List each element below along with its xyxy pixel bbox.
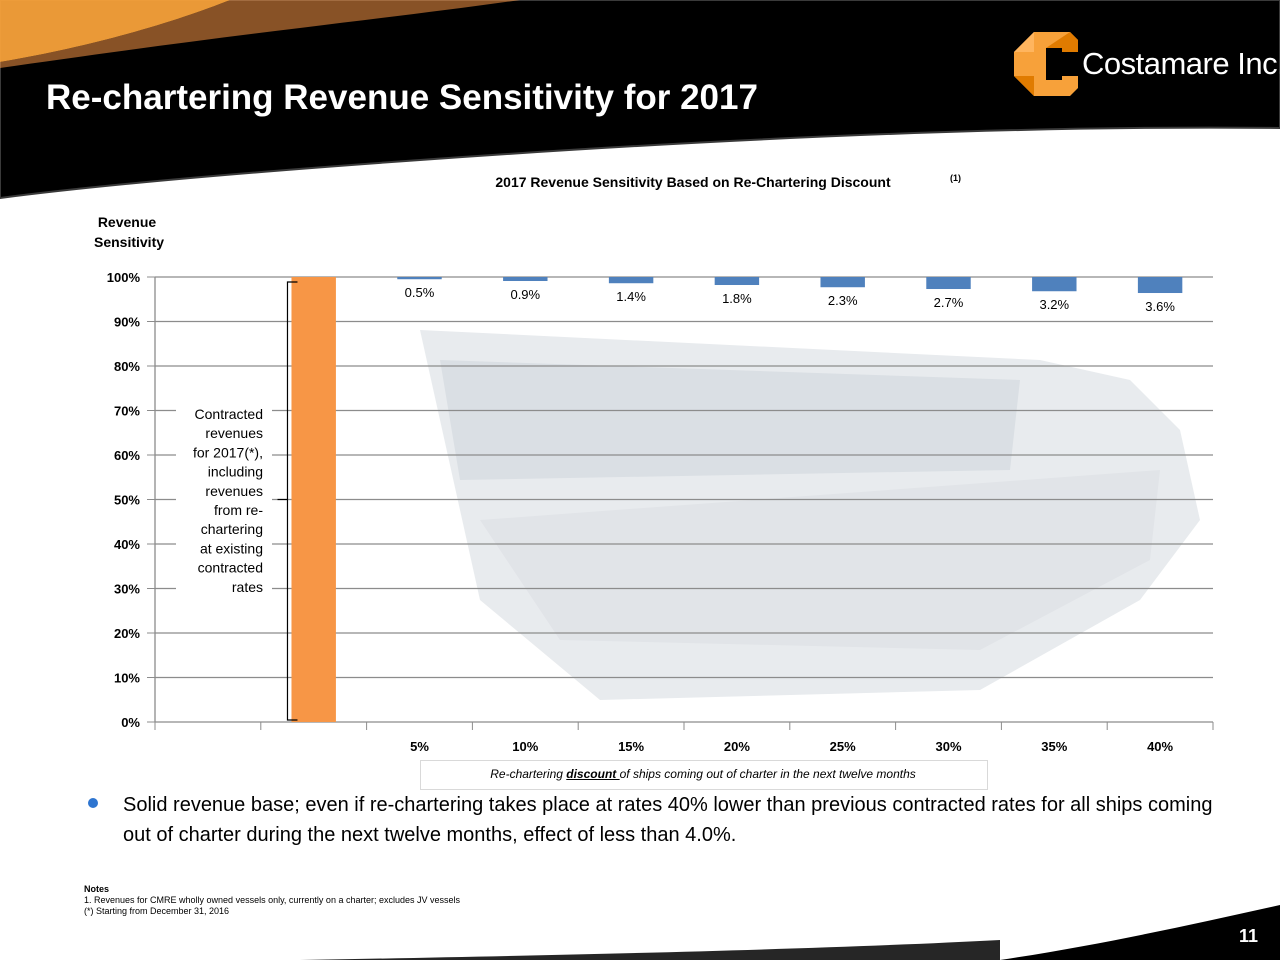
sensitivity-bar [397,277,442,280]
sensitivity-bar [714,277,760,286]
contracted-label-line: contracted [198,560,263,576]
y-tick-label: 20% [114,626,140,641]
sensitivity-bar [926,277,971,290]
contracted-label-line: rates [232,579,263,595]
bar-data-label: 3.6% [1145,299,1175,314]
x-axis-label-emphasis: discount [566,767,620,781]
y-axis-label-line-2: Sensitivity [94,234,164,250]
sensitivity-bar [1137,277,1183,294]
x-tick-label: 10% [512,739,538,754]
x-tick-label: 40% [1147,739,1173,754]
bar-data-label: 2.7% [934,295,964,310]
bar-data-label: 1.8% [722,291,752,306]
x-tick-label: 15% [618,739,644,754]
x-tick-label: 25% [830,739,856,754]
x-axis-label-box [420,760,988,790]
sensitivity-bar [608,277,654,284]
y-tick-label: 90% [114,315,140,330]
logo-icon [1014,32,1078,96]
y-tick-label: 10% [114,671,140,686]
x-tick-label: 30% [935,739,961,754]
logo-wordmark: Costamare Inc. [1082,46,1280,81]
notes-heading: Notes [84,884,110,894]
bullet-icon [88,798,98,808]
note-line-2: (*) Starting from December 31, 2016 [84,906,230,916]
bar-data-label: 0.9% [510,287,540,302]
y-tick-label: 100% [107,270,141,285]
contracted-label-line: from re- [214,502,263,518]
sensitivity-bar [1032,277,1077,292]
y-axis-label-line-1: Revenue [98,214,157,230]
chart-title-note: (1) [950,173,961,183]
contracted-label-line: at existing [200,540,263,556]
costamare-logo [1014,32,1078,96]
bar-data-label: 1.4% [616,289,646,304]
x-axis-label: Re-chartering discount of ships coming o… [420,767,986,781]
x-axis-label-prefix: Re-chartering [490,767,567,781]
x-tick-label: 20% [724,739,750,754]
summary-bullet: Solid revenue base; even if re-charterin… [123,794,1213,846]
chart-title: 2017 Revenue Sensitivity Based on Re-Cha… [495,174,891,190]
contracted-label-line: revenues [205,483,263,499]
contracted-label-background [176,400,272,600]
bracket [286,281,298,721]
contracted-label-line: for 2017(*), [193,444,263,460]
y-tick-label: 70% [114,404,140,419]
contracted-label-line: Contracted [195,406,263,422]
sensitivity-bar [820,277,865,288]
x-tick-label: 5% [410,739,429,754]
bar-data-label: 2.3% [828,293,858,308]
y-tick-label: 50% [114,493,140,508]
bar-data-label: 3.2% [1039,297,1069,312]
slide-title: Re-chartering Revenue Sensitivity for 20… [46,78,758,117]
contracted-revenue-bar [291,277,336,722]
sensitivity-bar [503,277,548,282]
contracted-label-line: including [208,464,263,480]
y-tick-label: 60% [114,448,140,463]
page-number: 11 [1238,926,1258,946]
y-tick-label: 30% [114,582,140,597]
y-tick-label: 0% [121,715,140,730]
contracted-label-line: chartering [201,521,263,537]
x-axis-label-suffix: of ships coming out of charter in the ne… [619,767,916,781]
y-tick-label: 80% [114,359,140,374]
contracted-label-line: revenues [205,425,263,441]
y-tick-label: 40% [114,537,140,552]
revenue-sensitivity-chart: 2017 Revenue Sensitivity Based on Re-Cha… [94,173,1214,754]
notes: Notes 1. Revenues for CMRE wholly owned … [84,884,460,917]
x-tick-label: 35% [1041,739,1067,754]
note-line-1: 1. Revenues for CMRE wholly owned vessel… [84,895,460,905]
bar-data-label: 0.5% [405,285,435,300]
header-band [0,0,1280,200]
ship-background-image [420,330,1200,700]
